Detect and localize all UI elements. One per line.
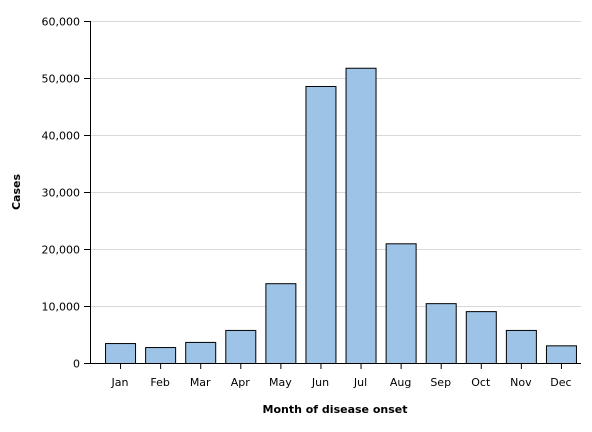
x-axis-title: Month of disease onset: [263, 403, 408, 416]
bar-may: [265, 283, 297, 365]
y-tick-label: 0: [73, 358, 80, 371]
y-tick-label: 40,000: [42, 130, 81, 143]
bar-apr: [225, 329, 257, 365]
y-tick-label: 50,000: [42, 73, 81, 86]
x-tick-label: Jul: [353, 376, 367, 389]
x-tick-label: Sep: [430, 376, 451, 389]
bar-jan: [105, 343, 137, 364]
x-axis-ticks: Jan Feb Mar Apr May Jun Jul Aug Sep Oct Nov Dec: [111, 363, 572, 389]
bar-jul: [345, 67, 377, 365]
x-tick-label: Mar: [190, 376, 211, 389]
bar-dec: [545, 345, 577, 364]
bar-jun: [305, 85, 337, 364]
y-axis-ticks: 0 10,000 20,000 30,000 40,000 50,000 60,000: [42, 16, 90, 371]
x-tick-label: Apr: [231, 376, 251, 389]
y-tick-label: 20,000: [42, 244, 81, 257]
y-tick-label: 60,000: [42, 16, 81, 29]
bar-aug: [385, 243, 417, 364]
x-tick-label: Dec: [550, 376, 571, 389]
bar-mar: [185, 341, 217, 365]
x-tick-label: Jan: [111, 376, 129, 389]
y-axis-title: Cases: [10, 174, 23, 211]
bar-nov: [505, 329, 537, 365]
bar-feb: [145, 347, 177, 365]
y-tick-label: 10,000: [42, 301, 81, 314]
x-tick-label: Feb: [150, 376, 169, 389]
x-tick-label: Oct: [471, 376, 491, 389]
x-tick-label: Aug: [390, 376, 411, 389]
bar-oct: [465, 311, 497, 365]
x-tick-label: May: [269, 376, 292, 389]
x-tick-label: Jun: [311, 376, 329, 389]
y-tick-label: 30,000: [42, 187, 81, 200]
bars: [105, 67, 577, 365]
bar-sep: [425, 303, 457, 364]
x-tick-label: Nov: [510, 376, 532, 389]
